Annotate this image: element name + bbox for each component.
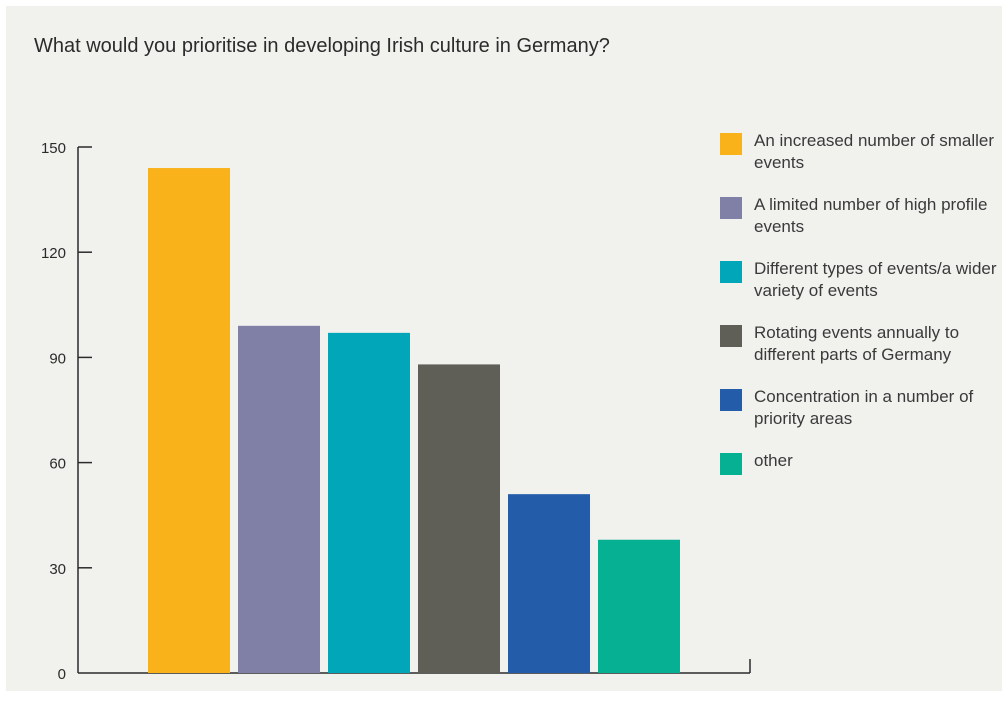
legend-swatch <box>720 325 742 347</box>
legend-swatch <box>720 261 742 283</box>
bars <box>148 168 680 674</box>
y-tick-label: 90 <box>49 350 66 367</box>
legend-swatch <box>720 389 742 411</box>
legend-label: Concentration in a number of priority ar… <box>754 387 974 428</box>
legend-swatch <box>720 453 742 475</box>
legend-label: A limited number of high profile events <box>754 195 988 236</box>
y-axis-ticks: 0 30 60 90 120 150 <box>41 140 92 683</box>
bar <box>598 539 680 673</box>
legend-label: Different types of events/a wider variet… <box>754 259 997 300</box>
legend-label: Rotating events annually to different pa… <box>754 323 960 364</box>
y-tick-label: 150 <box>41 140 66 157</box>
bar <box>418 364 500 673</box>
bar <box>328 332 410 673</box>
legend-swatch <box>720 133 742 155</box>
y-tick-label: 120 <box>41 245 66 262</box>
legend-label: other <box>754 451 793 470</box>
legend-label: An increased number of smaller events <box>754 131 995 172</box>
chart-title: What would you prioritise in developing … <box>34 35 610 57</box>
y-tick-label: 0 <box>58 666 66 683</box>
bar <box>238 325 320 673</box>
legend-swatch <box>720 197 742 219</box>
y-tick-label: 30 <box>49 561 66 578</box>
y-tick-label: 60 <box>49 456 66 473</box>
bar <box>148 168 230 674</box>
bar <box>508 494 590 673</box>
